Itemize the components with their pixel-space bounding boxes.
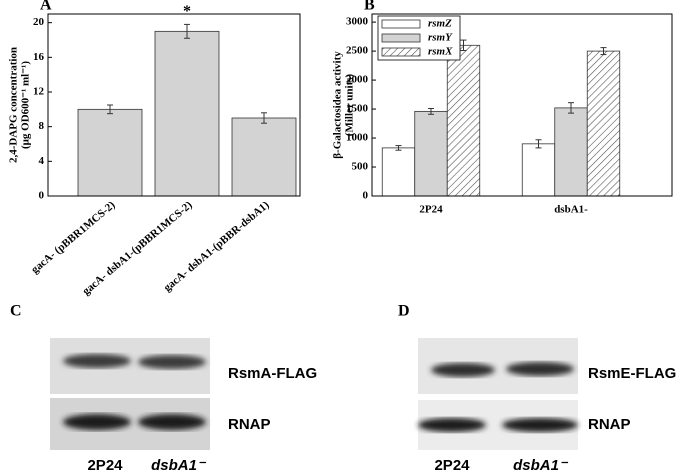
y-tick-label: 2500 <box>346 45 369 57</box>
row-label: RNAP <box>588 416 631 433</box>
y-tick-label: 2000 <box>346 74 369 86</box>
legend-swatch <box>381 19 421 29</box>
blot <box>418 338 578 450</box>
y-axis-label: (μg OD600⁻¹ ml⁻¹) <box>20 61 32 149</box>
panel-letter: C <box>10 303 22 320</box>
lane-label: 2P24 <box>434 457 470 474</box>
row-label: RNAP <box>228 416 271 433</box>
blot <box>50 338 210 450</box>
x-tick-label: gacA- (pBBR1MCS-2) <box>29 199 118 276</box>
panel-letter: B <box>364 0 375 14</box>
bar <box>521 143 556 197</box>
legend-swatch <box>381 33 421 43</box>
bar <box>381 147 416 197</box>
plot-frame <box>371 13 673 197</box>
y-tick-label: 3000 <box>346 16 369 28</box>
y-tick-label: 0 <box>39 190 45 202</box>
legend-label: rsmX <box>428 46 453 58</box>
legend-swatch <box>381 47 421 57</box>
row-label: RsmE-FLAG <box>588 365 676 382</box>
bar <box>414 110 448 197</box>
y-axis-label: 2,4-DAPG concentration <box>8 47 20 163</box>
y-tick-label: 1000 <box>346 132 369 144</box>
y-axis-label: (Miller units) <box>344 73 356 136</box>
bar <box>586 50 621 197</box>
row-label: RsmA-FLAG <box>228 365 317 382</box>
y-tick-label: 20 <box>33 16 45 28</box>
legend-label: rsmY <box>428 32 453 44</box>
bar <box>231 117 297 197</box>
y-tick-label: 8 <box>39 120 45 132</box>
bar <box>446 44 481 197</box>
x-tick-label: dsbA1- <box>554 204 588 216</box>
annotation: * <box>183 3 191 20</box>
bar <box>154 30 220 197</box>
lane-label: 2P24 <box>87 457 123 474</box>
plot-frame <box>47 13 301 197</box>
panel-letter: A <box>40 0 52 14</box>
y-tick-label: 12 <box>33 86 45 98</box>
x-tick-label: 2P24 <box>419 204 443 216</box>
legend-label: rsmZ <box>428 18 452 30</box>
y-tick-label: 500 <box>352 161 369 173</box>
y-tick-label: 1500 <box>346 103 369 115</box>
y-tick-label: 16 <box>33 51 45 63</box>
y-axis-label: β-Galactosidea activity <box>332 51 344 159</box>
y-tick-label: 4 <box>39 155 45 167</box>
y-tick-label: 0 <box>363 190 369 202</box>
bar <box>77 108 143 197</box>
bar <box>554 107 588 197</box>
panel-letter: D <box>398 303 410 320</box>
lane-label: dsbA1⁻ <box>513 457 569 474</box>
lane-label: dsbA1⁻ <box>151 457 207 474</box>
